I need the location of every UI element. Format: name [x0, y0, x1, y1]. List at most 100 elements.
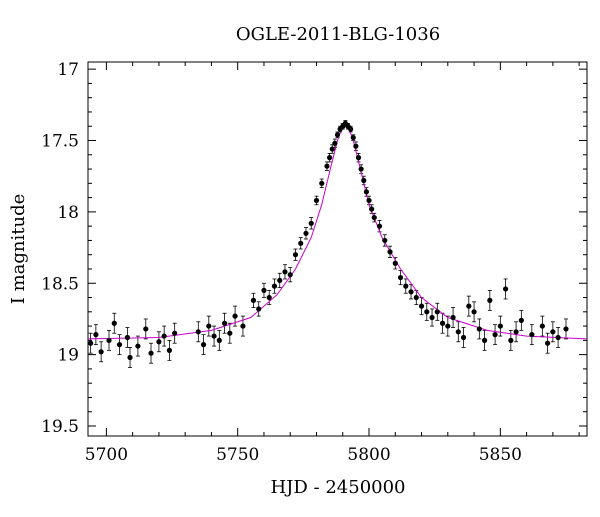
data-point [98, 349, 104, 355]
data-point [308, 220, 314, 226]
data-point [282, 269, 288, 275]
data-point [497, 323, 503, 329]
data-point [256, 306, 262, 312]
data-point [277, 277, 283, 284]
y-axis-label: I magnitude [8, 194, 29, 305]
data-point [227, 330, 233, 336]
x-tick-label: 5850 [479, 445, 522, 465]
data-point [513, 329, 519, 335]
data-point [366, 197, 372, 204]
data-point [508, 337, 514, 343]
data-point [135, 343, 141, 349]
data-point [481, 337, 488, 343]
data-point [424, 309, 430, 315]
y-axis-ticks: 17 17.5 18 18.5 19 19.5 [41, 60, 587, 437]
data-point [166, 347, 173, 353]
chart-title: OGLE-2011-BLG-1036 [236, 24, 440, 45]
data-point [353, 143, 359, 149]
data-point [492, 332, 498, 338]
data-point [434, 309, 440, 315]
data-point [450, 314, 456, 321]
data-point [148, 350, 154, 356]
data-point [355, 155, 362, 161]
data-point [350, 135, 356, 141]
data-point [555, 334, 561, 341]
data-point [216, 337, 222, 343]
data-point [172, 330, 178, 336]
data-point [376, 223, 383, 229]
data-point [358, 166, 364, 172]
data-point [116, 342, 123, 348]
x-axis-label: HJD - 2450000 [270, 477, 405, 498]
data-point [329, 146, 335, 152]
data-point [397, 274, 404, 281]
data-point [529, 332, 535, 338]
data-point [287, 272, 293, 278]
x-tick-label: 5800 [347, 445, 390, 465]
data-point [392, 260, 398, 266]
data-point [403, 283, 409, 289]
data-point [466, 303, 472, 309]
data-point [93, 332, 99, 338]
data-point [418, 303, 425, 309]
data-point [429, 314, 435, 321]
data-point [518, 317, 524, 323]
data-point [250, 297, 257, 303]
data-point [127, 354, 133, 361]
y-tick-label: 19 [57, 346, 79, 366]
data-point [408, 289, 414, 295]
data-point [460, 334, 467, 341]
x-tick-label: 5700 [85, 445, 128, 465]
data-point [200, 342, 207, 348]
data-point [487, 297, 493, 303]
data-point [363, 189, 369, 195]
data-point [387, 249, 393, 255]
data-point [361, 177, 367, 184]
data-point [106, 337, 112, 343]
data-point [232, 313, 238, 319]
data-point [156, 339, 162, 345]
data-point [298, 240, 304, 246]
data-point [161, 333, 167, 339]
data-point [271, 283, 278, 289]
y-tick-label: 17.5 [41, 132, 79, 152]
data-point [143, 326, 149, 332]
data-point [292, 252, 299, 258]
data-point [266, 294, 272, 301]
data-point [261, 287, 267, 293]
data-point [439, 320, 446, 326]
model-curve [87, 122, 588, 340]
data-points [88, 120, 569, 361]
data-point [211, 333, 217, 339]
data-point [324, 163, 330, 169]
data-point [313, 197, 320, 204]
data-point [445, 323, 451, 329]
y-tick-label: 19.5 [41, 417, 79, 437]
data-point [348, 126, 354, 132]
data-point [124, 334, 130, 341]
data-point [550, 329, 556, 335]
data-point [382, 237, 388, 244]
y-tick-label: 18.5 [41, 274, 79, 294]
data-point [371, 214, 377, 221]
data-point [319, 180, 325, 186]
data-point [539, 323, 545, 329]
x-tick-label: 5750 [216, 445, 259, 465]
data-point [206, 323, 212, 329]
data-point [563, 326, 569, 332]
data-point [413, 294, 419, 301]
data-point [455, 329, 461, 335]
data-point [221, 320, 228, 326]
data-point [195, 329, 201, 335]
data-point [471, 309, 477, 315]
y-tick-label: 17 [57, 60, 79, 80]
data-point [476, 326, 482, 332]
data-point [327, 155, 333, 161]
data-point [334, 132, 341, 138]
data-point [88, 340, 94, 346]
data-point [303, 230, 309, 236]
y-tick-label: 18 [57, 203, 79, 223]
data-point [369, 206, 375, 212]
